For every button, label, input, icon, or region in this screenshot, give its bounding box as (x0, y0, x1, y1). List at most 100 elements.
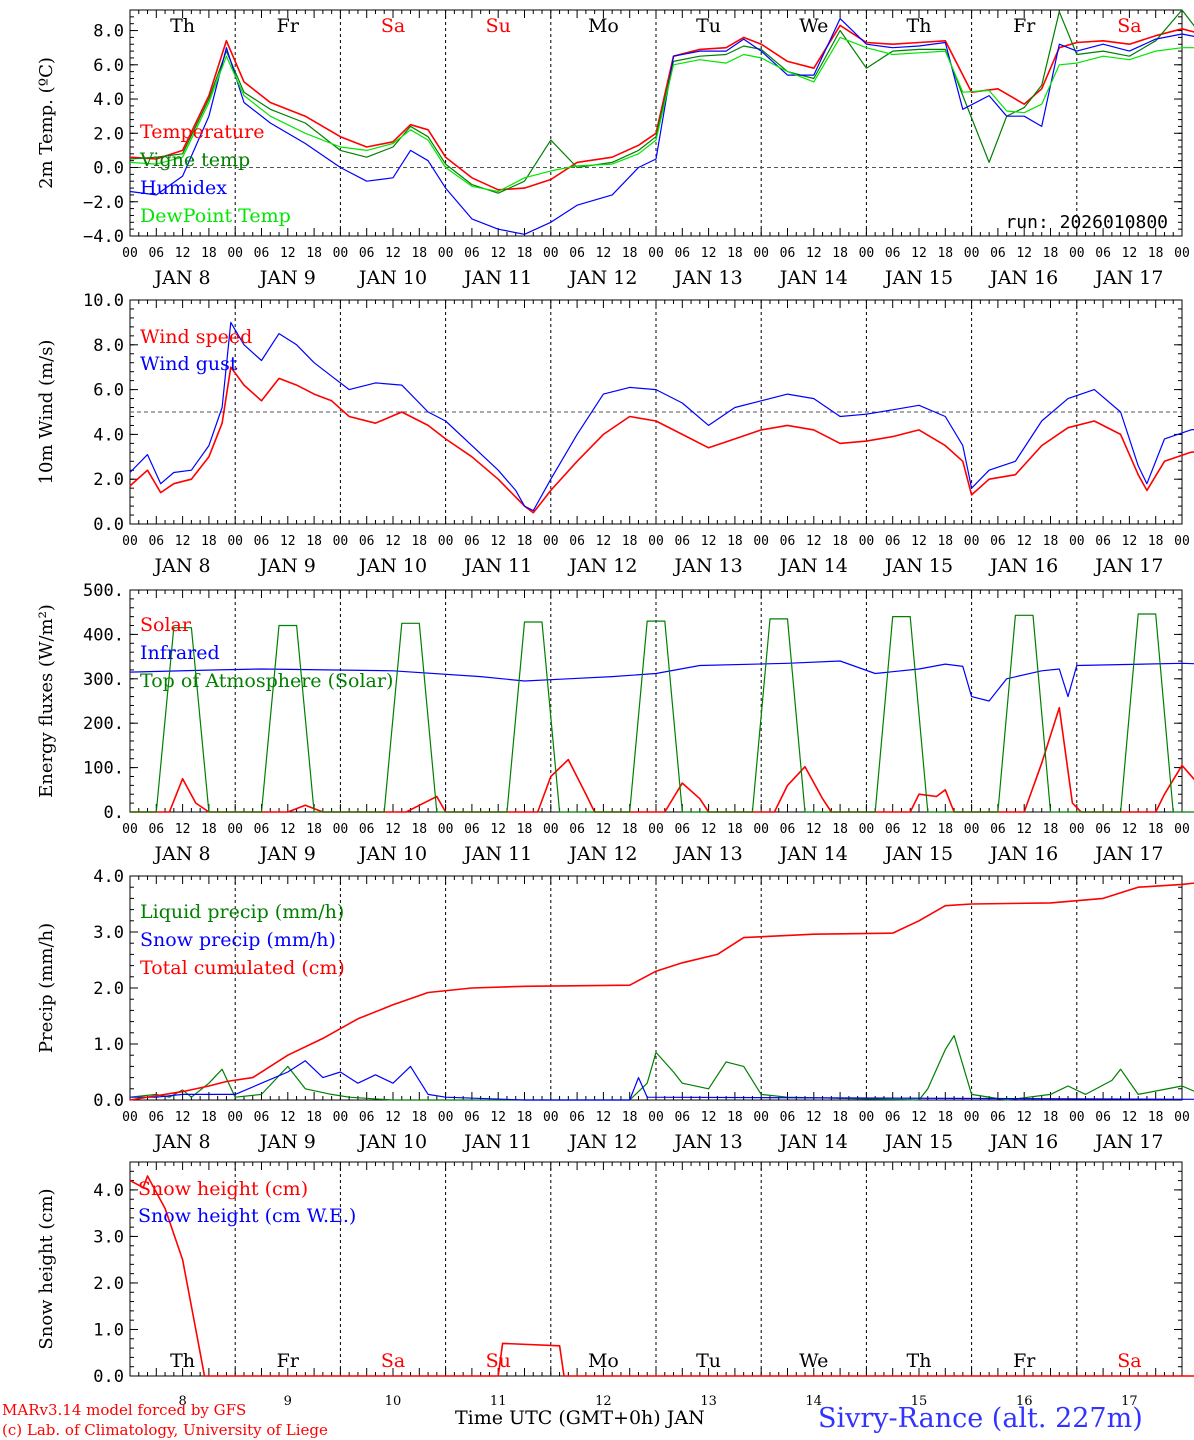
day-number-label: 16 (1016, 1394, 1033, 1409)
series-line-snow-precip-mm-h- (130, 1060, 1194, 1101)
hour-tick-label: 00 (227, 246, 243, 261)
y-tick-label: 100. (83, 759, 124, 779)
day-label: JAN 15 (883, 555, 953, 577)
hour-tick-label: 18 (517, 246, 533, 261)
y-tick-label: 4.0 (93, 425, 124, 445)
day-label: JAN 11 (462, 267, 532, 289)
day-number-label: 14 (806, 1394, 823, 1409)
panel-temp (129, 9, 1194, 237)
hour-tick-label: 00 (438, 822, 454, 837)
hour-tick-label: 12 (596, 534, 612, 549)
hour-tick-label: 00 (1069, 534, 1085, 549)
legend-entry: Wind speed (140, 326, 252, 348)
hour-tick-label: 00 (753, 246, 769, 261)
day-label: JAN 14 (778, 555, 848, 577)
hour-tick-label: 06 (464, 822, 480, 837)
series-line-infrared (129, 660, 1194, 702)
hour-tick-label: 06 (359, 822, 375, 837)
day-label: JAN 17 (1093, 555, 1163, 577)
hour-tick-label: 06 (780, 246, 796, 261)
hour-tick-label: 18 (1043, 822, 1059, 837)
hour-tick-label: 00 (122, 246, 138, 261)
y-tick-label: 2.0 (93, 470, 124, 490)
hour-tick-label: 00 (333, 534, 349, 549)
day-label: JAN 12 (567, 1131, 637, 1153)
weekday-label: Th (907, 1350, 932, 1372)
hour-tick-label: 00 (859, 1110, 875, 1125)
hour-tick-label: 12 (1016, 822, 1032, 837)
hour-tick-label: 12 (385, 534, 401, 549)
hour-tick-label: 18 (622, 534, 638, 549)
hour-tick-label: 06 (674, 1110, 690, 1125)
hour-tick-label: 06 (1095, 534, 1111, 549)
hour-tick-label: 12 (1016, 534, 1032, 549)
hour-tick-label: 18 (1148, 1110, 1164, 1125)
hour-tick-label: 18 (201, 822, 217, 837)
hour-tick-label: 18 (832, 822, 848, 837)
hour-tick-label: 06 (464, 246, 480, 261)
hour-tick-label: 00 (964, 1110, 980, 1125)
hour-tick-label: 18 (306, 246, 322, 261)
weekday-label: Mo (588, 15, 619, 37)
hour-tick-label: 06 (1095, 1110, 1111, 1125)
y-axis-label: 10m Wind (m/s) (36, 340, 57, 485)
weekday-label: Th (170, 15, 195, 37)
time-axis-label: Time UTC (GMT+0h) JAN (455, 1407, 705, 1429)
hour-tick-label: 00 (648, 1110, 664, 1125)
hour-tick-label: 12 (175, 246, 191, 261)
hour-tick-label: 12 (280, 534, 296, 549)
hour-tick-label: 18 (306, 822, 322, 837)
day-label: JAN 14 (778, 1131, 848, 1153)
hour-tick-label: 00 (1174, 822, 1190, 837)
hour-tick-label: 12 (490, 822, 506, 837)
hour-tick-label: 18 (832, 246, 848, 261)
hour-tick-label: 00 (122, 822, 138, 837)
day-label: JAN 8 (153, 843, 211, 865)
series-line-solar (130, 706, 1194, 813)
hour-tick-label: 06 (674, 822, 690, 837)
day-label: JAN 13 (673, 267, 743, 289)
y-tick-label: 1.0 (93, 1035, 124, 1055)
hour-tick-label: 06 (1095, 822, 1111, 837)
legend-entry: Wind gust (140, 353, 238, 375)
hour-tick-label: 06 (1095, 246, 1111, 261)
y-tick-label: 2.0 (93, 124, 124, 144)
y-tick-label: 6.0 (93, 56, 124, 76)
hour-tick-label: 12 (806, 822, 822, 837)
weekday-label: Th (907, 15, 932, 37)
hour-tick-label: 18 (517, 534, 533, 549)
hour-tick-label: 18 (622, 246, 638, 261)
hour-tick-label: 12 (596, 246, 612, 261)
station-name: Sivry-Rance (alt. 227m) (818, 1403, 1143, 1434)
day-label: JAN 13 (673, 555, 743, 577)
hour-tick-label: 18 (411, 534, 427, 549)
y-tick-label: 8.0 (93, 22, 124, 42)
day-label: JAN 11 (462, 843, 532, 865)
y-tick-label: 4.0 (93, 1181, 124, 1201)
day-label: JAN 16 (988, 555, 1058, 577)
day-label: JAN 10 (357, 1131, 427, 1153)
hour-tick-label: 18 (727, 822, 743, 837)
y-tick-label: 400. (83, 625, 124, 645)
y-tick-label: 10.0 (83, 291, 124, 311)
weekday-label: We (799, 1350, 828, 1372)
hour-tick-label: 18 (622, 822, 638, 837)
hour-tick-label: 18 (1148, 534, 1164, 549)
day-label: JAN 13 (673, 1131, 743, 1153)
weekday-label: Mo (588, 1350, 619, 1372)
day-label: JAN 16 (988, 843, 1058, 865)
hour-tick-label: 18 (727, 1110, 743, 1125)
hour-tick-label: 00 (648, 534, 664, 549)
series-line-wind-gust (129, 321, 1194, 512)
hour-tick-label: 00 (964, 822, 980, 837)
legend-entry: Humidex (140, 177, 227, 199)
hour-tick-label: 18 (201, 534, 217, 549)
y-tick-label: 1.0 (93, 1320, 124, 1340)
hour-tick-label: 18 (1148, 246, 1164, 261)
legend-entry: Snow height (cm) (138, 1178, 308, 1200)
series-line-snow-height-cm- (129, 1175, 1194, 1377)
hour-tick-label: 00 (1174, 1110, 1190, 1125)
hour-tick-label: 00 (227, 822, 243, 837)
hour-tick-label: 12 (1122, 822, 1138, 837)
hour-tick-label: 06 (990, 822, 1006, 837)
